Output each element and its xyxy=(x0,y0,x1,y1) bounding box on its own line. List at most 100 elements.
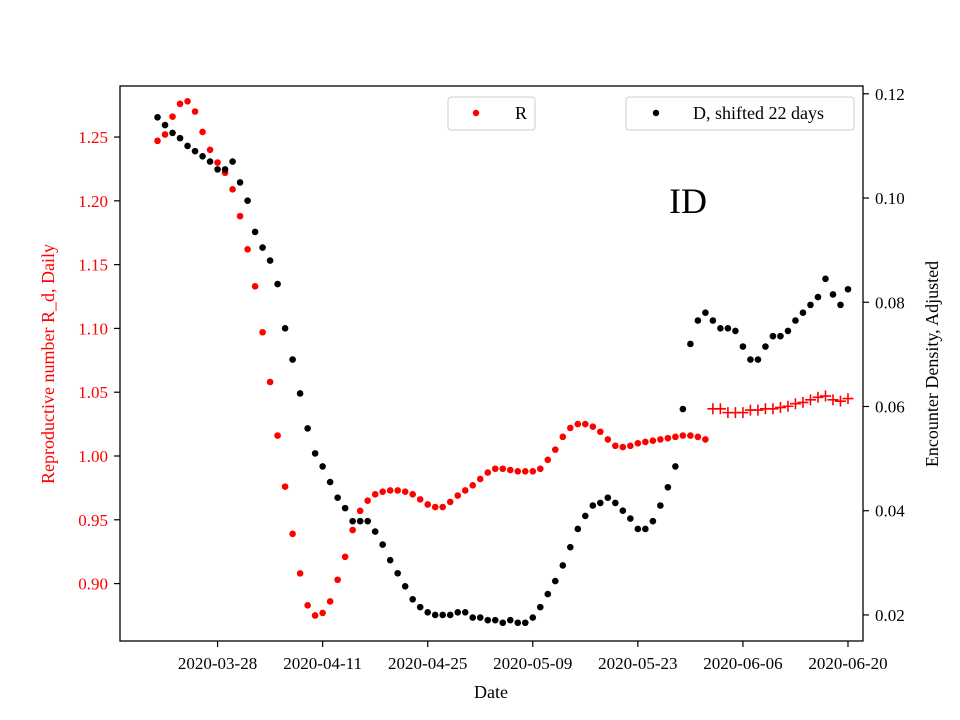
d-point xyxy=(709,317,717,324)
d-point xyxy=(296,390,304,397)
legend-r-frame xyxy=(447,96,536,131)
r-point xyxy=(687,432,694,439)
d-point xyxy=(657,502,664,509)
r-point xyxy=(597,428,604,436)
d-point xyxy=(191,147,199,155)
plot-frame xyxy=(119,85,864,642)
series-d-dots xyxy=(154,113,852,627)
d-point xyxy=(281,325,289,332)
legend-d-label: D, shifted 22 days xyxy=(693,103,824,123)
d-point xyxy=(612,499,619,507)
r-point xyxy=(439,503,447,511)
d-point xyxy=(311,450,319,457)
d-point xyxy=(379,541,386,548)
r-point xyxy=(154,137,161,145)
r-point xyxy=(236,212,244,220)
d-point xyxy=(837,301,844,309)
r-point xyxy=(649,437,657,444)
d-point xyxy=(416,603,424,611)
left-y-tick-label: 0.95 xyxy=(78,511,108,530)
d-point xyxy=(154,113,161,121)
r-plus-point xyxy=(737,407,749,419)
r-plus-point xyxy=(789,398,801,410)
r-point xyxy=(394,487,401,494)
right-y-tick-label: 0.08 xyxy=(875,293,905,312)
d-point xyxy=(724,325,732,332)
right-y-axis-label: Encounter Density, Adjusted xyxy=(922,261,942,467)
d-point xyxy=(364,517,371,525)
d-point xyxy=(251,228,259,236)
d-point xyxy=(356,517,364,525)
r-plus-point xyxy=(812,391,824,403)
d-point xyxy=(642,525,649,533)
d-point xyxy=(244,197,251,204)
r-plus-point xyxy=(752,404,764,416)
r-point xyxy=(461,487,469,494)
r-point xyxy=(184,98,191,105)
r-point xyxy=(574,420,582,428)
left-y-tick-label: 1.05 xyxy=(78,383,108,402)
r-point xyxy=(491,465,499,473)
r-point xyxy=(319,609,326,617)
r-point xyxy=(604,436,612,443)
d-point xyxy=(506,616,514,624)
d-point xyxy=(304,425,311,432)
d-point xyxy=(589,502,597,509)
d-point xyxy=(559,562,567,569)
left-y-tick-label: 1.10 xyxy=(78,319,108,338)
r-point xyxy=(416,496,424,503)
left-y-tick-label: 1.15 xyxy=(78,256,108,275)
r-plus-point xyxy=(714,403,726,415)
r-point xyxy=(289,530,296,538)
d-point xyxy=(424,609,432,616)
r-point xyxy=(349,526,356,534)
d-point xyxy=(469,614,477,621)
r-point xyxy=(176,100,184,108)
d-point xyxy=(206,158,214,165)
r-plus-point xyxy=(819,390,831,402)
d-point xyxy=(814,293,822,301)
d-point xyxy=(521,619,529,627)
series-r-plus xyxy=(707,390,854,419)
d-point xyxy=(259,244,266,251)
r-point xyxy=(657,436,664,443)
d-point xyxy=(274,280,281,288)
r-point xyxy=(371,490,379,498)
d-point xyxy=(334,494,341,501)
r-point xyxy=(619,443,627,451)
r-point xyxy=(506,466,514,474)
d-point xyxy=(229,158,236,165)
d-point xyxy=(266,257,274,264)
r-plus-point xyxy=(774,402,786,414)
right-y-tick-label: 0.02 xyxy=(875,606,905,625)
d-point xyxy=(476,614,484,621)
left-y-axis-label: Reproductive number R_d, Daily xyxy=(38,244,58,484)
r-point xyxy=(274,432,281,439)
legend-r: R xyxy=(447,96,536,131)
d-point xyxy=(694,317,702,324)
d-point xyxy=(634,525,642,533)
d-point xyxy=(792,317,799,324)
x-tick-label: 2020-03-28 xyxy=(178,654,257,673)
x-tick-label: 2020-05-09 xyxy=(493,654,572,673)
d-point xyxy=(341,504,349,512)
d-point xyxy=(679,405,687,413)
d-point xyxy=(627,515,634,522)
d-point xyxy=(769,332,777,340)
r-plus-point xyxy=(797,396,809,408)
r-point xyxy=(536,465,544,473)
r-point xyxy=(379,488,386,496)
r-point xyxy=(266,378,274,386)
r-point xyxy=(424,501,432,508)
d-point xyxy=(409,596,416,603)
r-plus-point xyxy=(767,403,779,415)
r-point xyxy=(326,598,334,605)
x-tick-label: 2020-06-20 xyxy=(808,654,887,673)
d-point xyxy=(597,499,604,507)
d-point xyxy=(732,327,739,335)
r-point xyxy=(664,434,672,442)
legend-d-marker xyxy=(652,109,660,117)
annotation-label: ID xyxy=(669,181,707,221)
r-point xyxy=(582,420,589,428)
r-point xyxy=(469,482,477,489)
